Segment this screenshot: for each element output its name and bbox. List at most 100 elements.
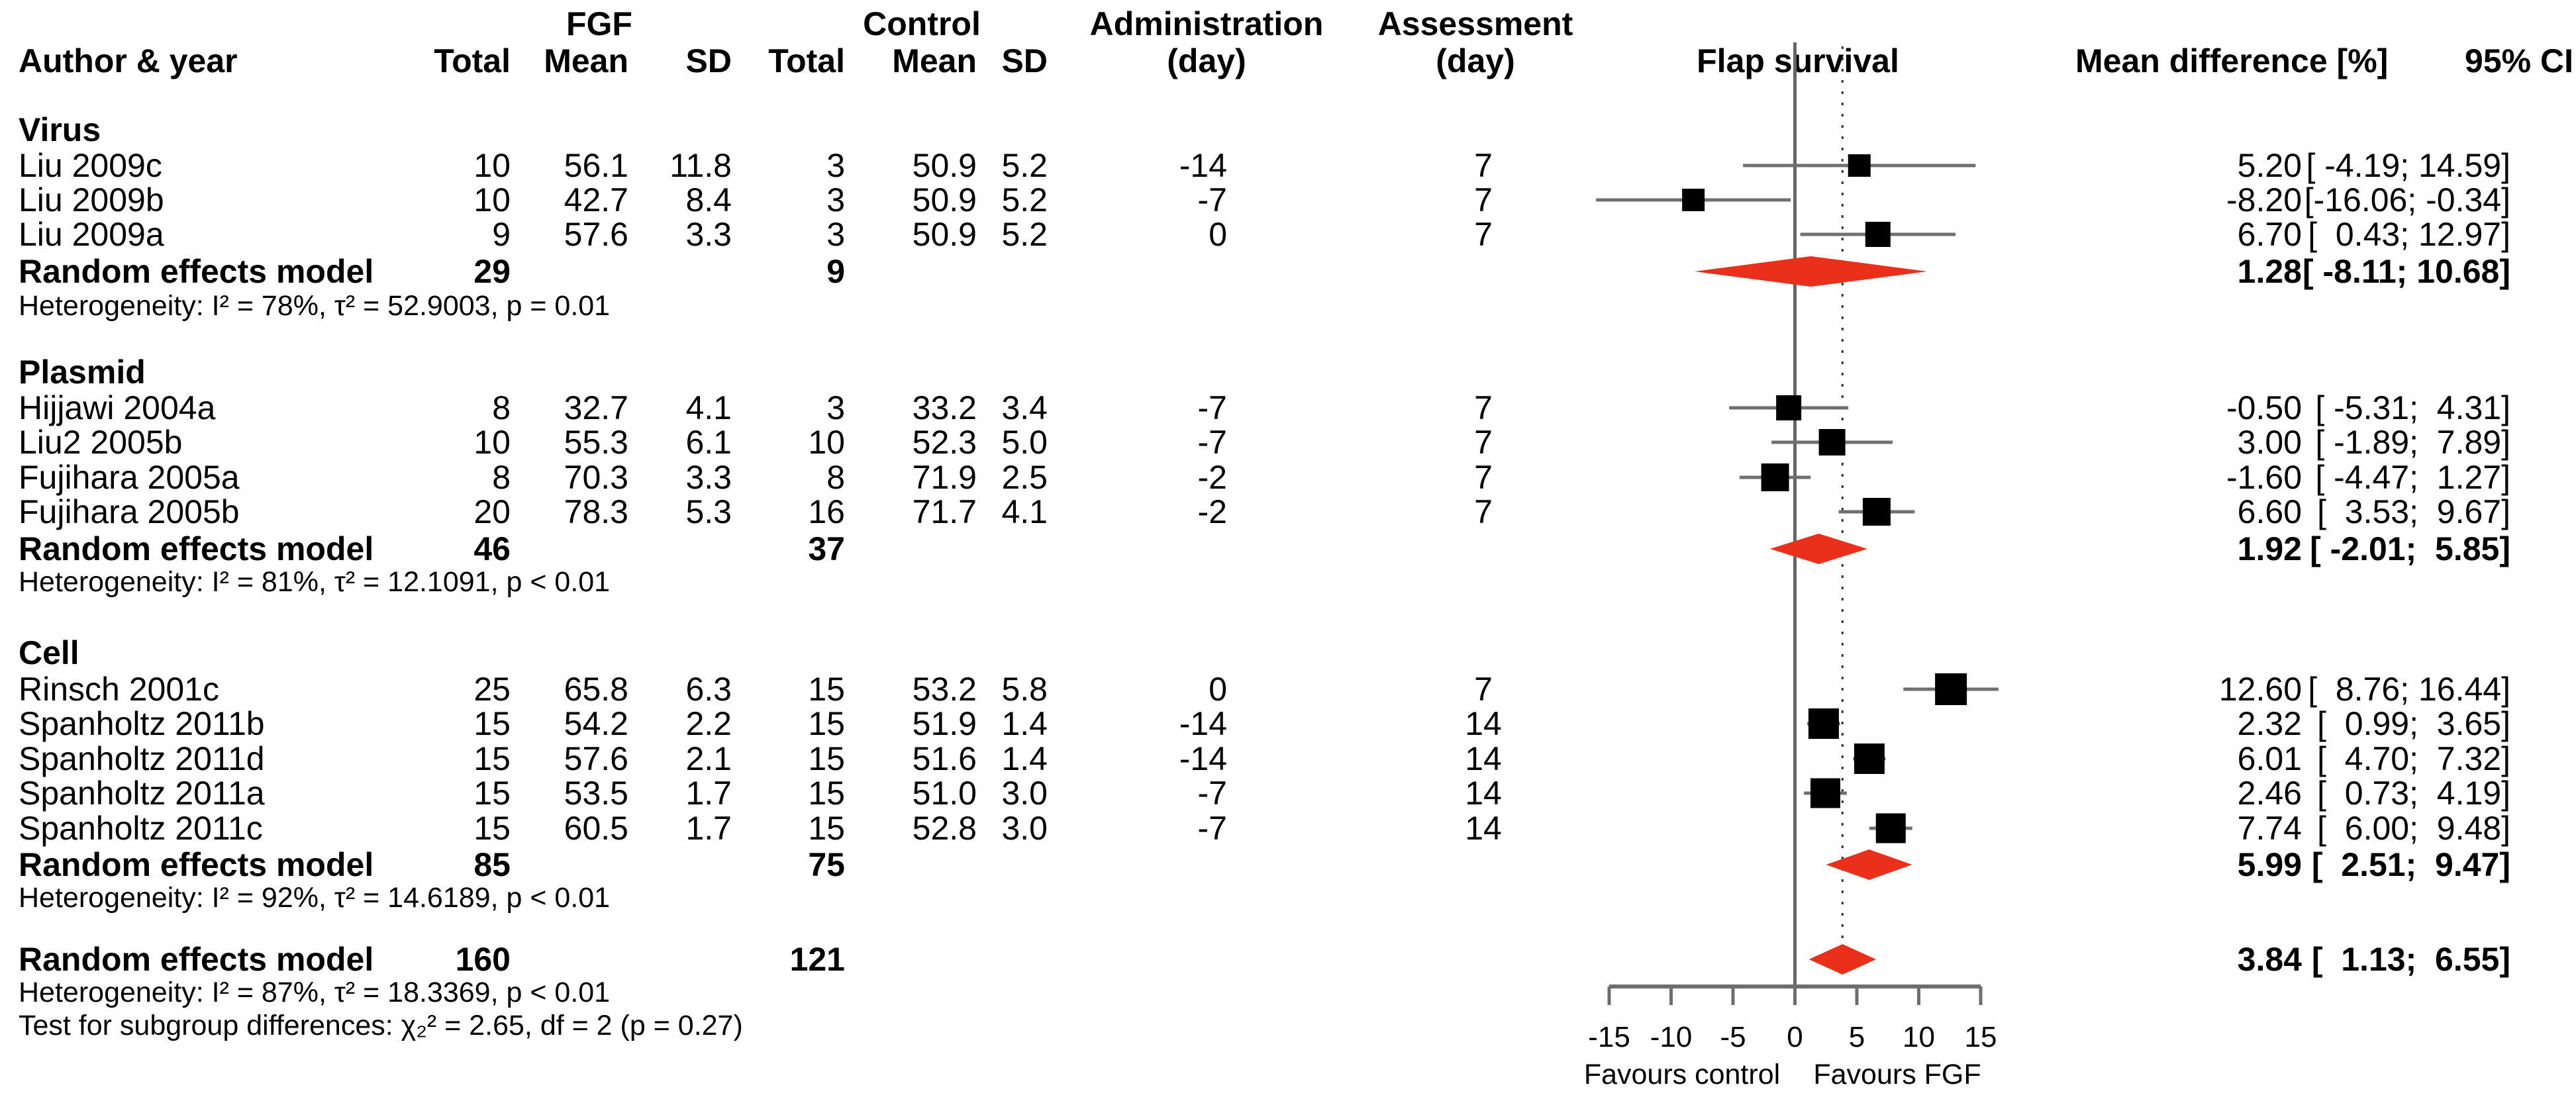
study-author: Hijjawi 2004a [19, 389, 216, 426]
fgf-sd-cell: 6.3 [685, 671, 732, 708]
administration-day-cell: -2 [1197, 493, 1227, 530]
assessment-day-cell: 7 [1474, 424, 1493, 461]
heterogeneity-row: Heterogeneity: I² = 78%, τ² = 52.9003, p… [0, 289, 2576, 323]
fgf-sd-cell: 6.1 [685, 424, 732, 461]
overall-heterogeneity-row: Heterogeneity: I² = 87%, τ² = 18.3369, p… [0, 975, 2576, 1010]
header-fgf-total: Total [434, 42, 511, 79]
control-total-cell: 8 [826, 459, 845, 496]
administration-day-cell: -7 [1197, 181, 1227, 218]
pooled-row: Random effects model 29 9 1.28 [ -8.11; … [0, 254, 2576, 289]
pooled-row: Random effects model 85 75 5.99 [ 2.51; … [0, 847, 2576, 882]
axis-tick-label: 0 [1787, 1021, 1803, 1053]
assessment-day-cell: 7 [1474, 216, 1493, 253]
study-row: Liu 2009a 9 57.6 3.3 3 50.9 5.2 0 7 6.70… [0, 217, 2576, 252]
fgf-mean-cell: 78.3 [564, 493, 628, 530]
group-label-row: Cell [0, 636, 2576, 670]
fgf-total-cell: 20 [473, 493, 511, 530]
fgf-total-cell: 10 [473, 424, 511, 461]
fgf-mean-cell: 70.3 [564, 459, 628, 496]
mean-difference-cell: 2.46 [2237, 775, 2302, 812]
study-author: Liu 2009b [19, 181, 164, 218]
control-sd-cell: 3.0 [1001, 775, 1048, 812]
header-group-row: FGF Control Administration Assessment [0, 7, 2576, 41]
assessment-day-cell: 7 [1474, 389, 1493, 426]
favours-control-label: Favours control [1583, 1059, 1781, 1090]
fgf-sd-cell: 3.3 [685, 459, 732, 496]
mean-difference-cell: 6.01 [2237, 740, 2302, 777]
header-columns-row: Author & year Total Mean SD Total Mean S… [0, 44, 2576, 78]
assessment-day-cell: 7 [1474, 459, 1493, 496]
pooled-ci: [ 2.51; 9.47] [2311, 846, 2510, 883]
study-row: Liu 2009c 10 56.1 11.8 3 50.9 5.2 -14 7 … [0, 148, 2576, 183]
pooled-control-total: 75 [808, 846, 845, 883]
study-row: Rinsch 2001c 25 65.8 6.3 15 53.2 5.8 0 7… [0, 672, 2576, 706]
subgroup-test-row: Test for subgroup differences: χ₂² = 2.6… [0, 1008, 2576, 1043]
administration-day-cell: -2 [1197, 459, 1227, 496]
mean-difference-cell: 3.00 [2237, 424, 2302, 461]
group-label: Cell [19, 634, 79, 671]
control-mean-cell: 71.9 [912, 459, 977, 496]
overall-mean-difference: 3.84 [2237, 941, 2302, 978]
mean-difference-cell: 7.74 [2237, 810, 2302, 847]
header-assessment-day: (day) [1436, 42, 1515, 79]
fgf-total-cell: 10 [473, 181, 511, 218]
fgf-mean-cell: 55.3 [564, 424, 628, 461]
overall-fgf-total: 160 [455, 941, 511, 978]
study-author: Fujihara 2005b [19, 493, 240, 530]
study-author: Liu2 2005b [19, 424, 183, 461]
control-total-cell: 15 [808, 671, 845, 708]
study-row: Liu 2009b 10 42.7 8.4 3 50.9 5.2 -7 7 -8… [0, 183, 2576, 217]
study-row: Spanholtz 2011d 15 57.6 2.1 15 51.6 1.4 … [0, 742, 2576, 776]
header-control-mean: Mean [892, 42, 977, 79]
study-author: Liu 2009c [19, 147, 162, 184]
overall-label: Random effects model [19, 941, 374, 978]
pooled-label: Random effects model [19, 530, 374, 567]
subgroup-test-note: Test for subgroup differences: χ₂² = 2.6… [19, 1010, 743, 1041]
study-author: Spanholtz 2011d [19, 740, 265, 777]
control-mean-cell: 33.2 [912, 389, 977, 426]
fgf-sd-cell: 11.8 [669, 147, 732, 184]
group-label-row: Virus [0, 113, 2576, 147]
header-fgf-group: FGF [566, 5, 632, 42]
study-row: Spanholtz 2011c 15 60.5 1.7 15 52.8 3.0 … [0, 811, 2576, 845]
header-mean-difference: Mean difference [%] [2075, 42, 2389, 79]
header-fgf-mean: Mean [544, 42, 628, 79]
fgf-mean-cell: 65.8 [564, 671, 628, 708]
mean-difference-cell: 5.20 [2237, 147, 2302, 184]
header-control-group: Control [863, 5, 981, 42]
ci-cell: [ 6.00; 9.48] [2317, 810, 2510, 847]
fgf-sd-cell: 1.7 [685, 810, 732, 847]
fgf-total-cell: 8 [492, 389, 511, 426]
control-mean-cell: 52.8 [912, 810, 977, 847]
pooled-ci: [ -8.11; 10.68] [2302, 253, 2510, 290]
axis-tick-label: -5 [1720, 1021, 1746, 1053]
study-row: Spanholtz 2011b 15 54.2 2.2 15 51.9 1.4 … [0, 706, 2576, 741]
assessment-day-cell: 14 [1465, 775, 1502, 812]
mean-difference-cell: -8.20 [2226, 181, 2302, 218]
control-mean-cell: 52.3 [912, 424, 977, 461]
assessment-day-cell: 7 [1474, 181, 1493, 218]
ci-cell: [-16.06; -0.34] [2304, 181, 2510, 218]
fgf-total-cell: 10 [473, 147, 511, 184]
pooled-ci: [ -2.01; 5.85] [2310, 530, 2510, 567]
control-sd-cell: 5.2 [1001, 216, 1048, 253]
header-95ci: 95% CI [2465, 42, 2573, 79]
group-label: Plasmid [19, 354, 146, 391]
mean-difference-cell: 12.60 [2218, 671, 2302, 708]
group-label: Virus [19, 111, 101, 148]
ci-cell: [ -5.31; 4.31] [2315, 389, 2510, 426]
control-total-cell: 3 [826, 147, 845, 184]
fgf-total-cell: 15 [473, 775, 511, 812]
ci-cell: [ -4.47; 1.27] [2315, 459, 2510, 496]
control-total-cell: 10 [808, 424, 845, 461]
study-row: Hijjawi 2004a 8 32.7 4.1 3 33.2 3.4 -7 7… [0, 391, 2576, 425]
study-author: Spanholtz 2011a [19, 775, 265, 812]
mean-difference-cell: 2.32 [2237, 705, 2302, 742]
ci-cell: [ -1.89; 7.89] [2315, 424, 2510, 461]
ci-cell: [ 3.53; 9.67] [2317, 493, 2510, 530]
fgf-mean-cell: 32.7 [564, 389, 628, 426]
administration-day-cell: -7 [1197, 810, 1227, 847]
administration-day-cell: -14 [1179, 740, 1227, 777]
control-mean-cell: 50.9 [912, 216, 977, 253]
control-sd-cell: 3.0 [1001, 810, 1048, 847]
